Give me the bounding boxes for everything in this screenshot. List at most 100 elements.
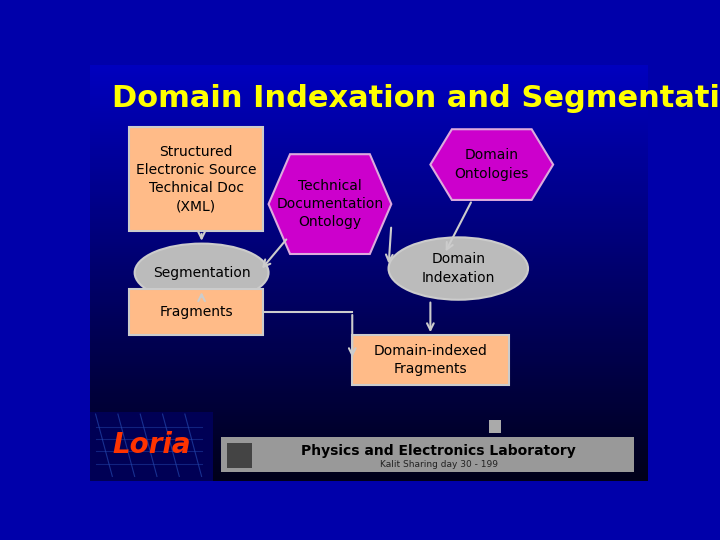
Bar: [90, 306, 648, 308]
Bar: [129, 289, 263, 335]
Polygon shape: [269, 154, 392, 254]
Bar: [90, 292, 648, 294]
Bar: [90, 312, 648, 314]
Bar: [90, 472, 648, 474]
Bar: [90, 158, 648, 160]
Bar: [90, 358, 648, 360]
Bar: [90, 210, 648, 212]
Bar: [90, 265, 648, 266]
Bar: [90, 208, 648, 210]
Bar: [90, 167, 648, 168]
Bar: [90, 352, 648, 354]
Bar: [90, 179, 648, 181]
Bar: [90, 98, 648, 100]
Bar: [90, 131, 648, 133]
Bar: [90, 468, 648, 470]
Bar: [90, 408, 648, 410]
Bar: [90, 275, 648, 277]
Bar: [90, 123, 648, 125]
Bar: [90, 256, 648, 258]
Bar: [90, 250, 648, 252]
Bar: [90, 260, 648, 262]
Bar: [90, 406, 648, 408]
Bar: [90, 221, 648, 223]
Bar: [90, 319, 648, 321]
Bar: [90, 96, 648, 98]
Bar: [90, 198, 648, 200]
Text: Segmentation: Segmentation: [153, 266, 251, 280]
Bar: [90, 373, 648, 375]
Bar: [90, 393, 648, 395]
Bar: [90, 339, 648, 341]
Bar: [90, 356, 648, 358]
Bar: [90, 422, 648, 424]
Bar: [90, 462, 648, 464]
Bar: [90, 460, 648, 462]
Bar: [90, 152, 648, 154]
Bar: [489, 420, 501, 433]
Bar: [90, 454, 648, 456]
Bar: [90, 343, 648, 346]
Bar: [90, 121, 648, 123]
Bar: [90, 349, 648, 352]
Bar: [90, 100, 648, 102]
Bar: [90, 431, 648, 433]
Bar: [90, 144, 648, 146]
Bar: [90, 200, 648, 202]
Bar: [90, 418, 648, 420]
Bar: [90, 437, 648, 439]
Bar: [90, 331, 648, 333]
Bar: [90, 109, 648, 111]
Bar: [90, 268, 648, 271]
Bar: [90, 404, 648, 406]
Text: Kalit Sharing day 30 - 199: Kalit Sharing day 30 - 199: [379, 460, 498, 469]
Bar: [90, 102, 648, 104]
Bar: [90, 168, 648, 171]
Bar: [90, 212, 648, 214]
Bar: [90, 441, 648, 443]
Bar: [90, 77, 648, 79]
Bar: [90, 449, 648, 451]
Bar: [90, 385, 648, 387]
Bar: [90, 368, 648, 370]
Bar: [90, 138, 648, 140]
Bar: [90, 85, 648, 87]
Ellipse shape: [135, 244, 269, 302]
Bar: [90, 79, 648, 82]
Bar: [90, 73, 648, 75]
Bar: [90, 402, 648, 404]
Text: Fragments: Fragments: [159, 305, 233, 319]
Bar: [90, 254, 648, 256]
Bar: [90, 173, 648, 175]
Bar: [90, 125, 648, 127]
Bar: [90, 289, 648, 292]
Bar: [90, 325, 648, 327]
Bar: [90, 337, 648, 339]
Bar: [90, 333, 648, 335]
Bar: [90, 316, 648, 319]
Bar: [90, 435, 648, 437]
Bar: [90, 420, 648, 422]
Bar: [90, 114, 648, 117]
Bar: [90, 341, 648, 343]
Bar: [90, 451, 648, 454]
Bar: [90, 119, 648, 121]
Bar: [90, 271, 648, 273]
Bar: [90, 129, 648, 131]
Bar: [90, 238, 648, 239]
Bar: [90, 113, 648, 114]
Bar: [90, 183, 648, 185]
Bar: [90, 379, 648, 381]
Bar: [90, 439, 648, 441]
Bar: [90, 71, 648, 73]
Bar: [90, 84, 648, 85]
Bar: [90, 94, 648, 96]
Bar: [90, 136, 648, 138]
Bar: [90, 227, 648, 229]
Bar: [90, 300, 648, 302]
Bar: [90, 360, 648, 362]
Text: Domain
Ontologies: Domain Ontologies: [454, 148, 529, 181]
Bar: [90, 281, 648, 283]
Bar: [90, 277, 648, 279]
Bar: [90, 470, 648, 472]
